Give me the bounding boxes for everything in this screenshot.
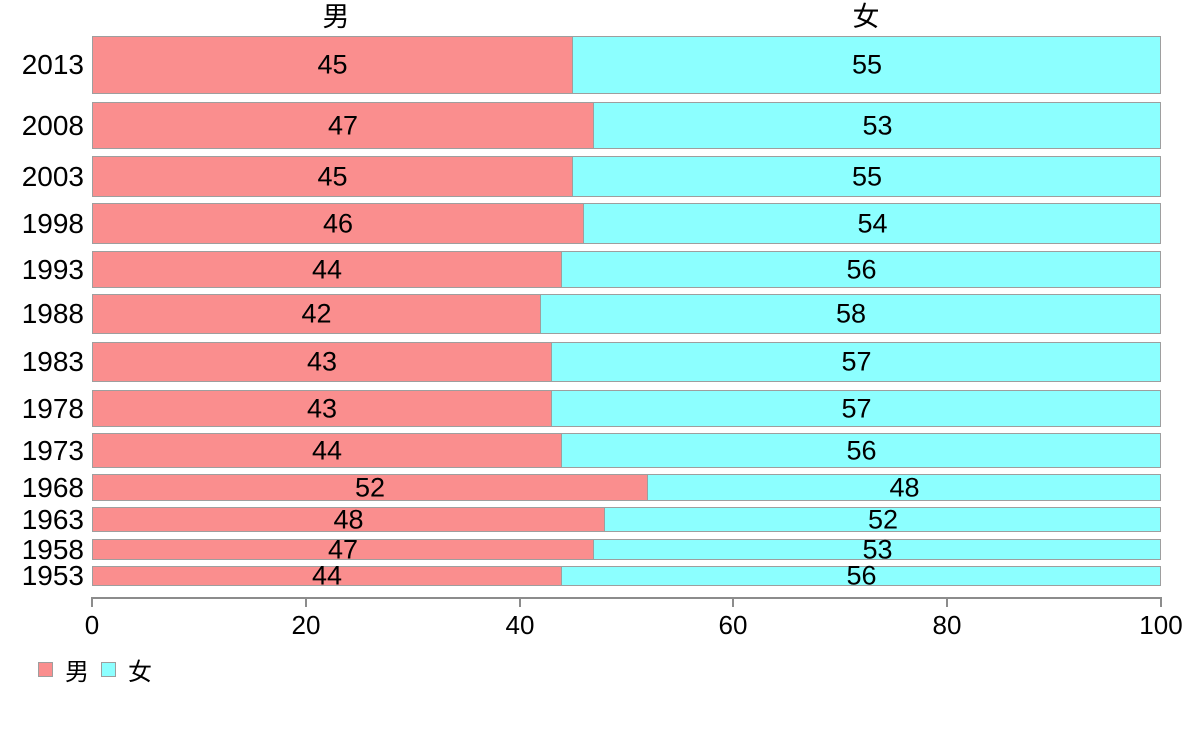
male-value-label: 48 [333, 504, 364, 534]
year-label: 1993 [21, 253, 84, 285]
female-bar-segment [551, 390, 1161, 427]
bar-row: 46 54 [92, 203, 1161, 244]
male-value-label: 47 [327, 110, 359, 140]
female-bar-segment [551, 342, 1161, 382]
male-bar-segment [92, 507, 605, 532]
bar-row: 43 57 [92, 342, 1161, 382]
year-label: 1953 [21, 560, 84, 591]
male-value-label: 52 [354, 472, 386, 502]
male-color-swatch [38, 662, 53, 677]
female-bar-segment [593, 102, 1161, 149]
female-value-label: 53 [862, 110, 893, 140]
bar-row: 45 55 [92, 156, 1161, 197]
year-label: 1973 [21, 434, 84, 466]
male-value-label: 46 [322, 208, 354, 238]
male-value-label: 44 [311, 254, 343, 284]
x-axis-tick [946, 597, 948, 607]
year-label: 1978 [21, 392, 84, 424]
male-value-label: 44 [311, 560, 343, 591]
female-color-swatch [101, 662, 116, 677]
year-label: 2003 [21, 160, 84, 192]
male-bar-segment [92, 474, 648, 501]
bar-row: 47 53 [92, 534, 1161, 564]
female-value-label: 56 [846, 560, 877, 591]
year-label: 1963 [21, 503, 84, 535]
female-value-label: 55 [851, 161, 883, 191]
column-header-female: 女 [852, 2, 880, 32]
male-value-label: 43 [306, 393, 338, 423]
female-value-label: 56 [846, 254, 877, 284]
female-value-label: 54 [857, 208, 888, 238]
female-bar-segment [540, 294, 1161, 334]
year-label: 1983 [21, 346, 84, 377]
female-value-label: 58 [835, 298, 867, 329]
female-value-label: 48 [889, 472, 920, 502]
legend-label-male: 男 [65, 659, 89, 686]
bar-row: 44 56 [92, 433, 1161, 468]
legend-label-female: 女 [128, 659, 152, 686]
male-value-label: 47 [327, 534, 359, 564]
x-axis-line [92, 597, 1161, 599]
year-label: 1968 [21, 471, 84, 503]
female-value-label: 52 [867, 504, 899, 534]
male-bar-segment [92, 203, 584, 244]
year-label: 2008 [21, 109, 84, 141]
female-bar-segment [561, 251, 1161, 288]
female-bar-segment [647, 474, 1161, 501]
female-bar-segment [583, 203, 1161, 244]
female-bar-segment [572, 36, 1161, 94]
male-bar-segment [92, 102, 594, 149]
male-value-label: 45 [317, 49, 348, 80]
female-value-label: 55 [851, 49, 883, 80]
female-bar-segment [604, 507, 1161, 532]
legend-item-female: 女 [101, 652, 152, 687]
male-bar-segment [92, 390, 552, 427]
male-value-label: 43 [306, 346, 338, 377]
female-bar-segment [561, 566, 1161, 586]
x-axis-tick-label: 20 [291, 610, 321, 640]
female-bar-segment [593, 539, 1161, 560]
year-label: 1988 [21, 298, 84, 329]
bar-row: 44 56 [92, 251, 1161, 288]
x-axis-tick [732, 597, 734, 607]
legend-item-male: 男 [38, 652, 89, 687]
bar-row: 47 53 [92, 102, 1161, 149]
bar-row: 43 57 [92, 390, 1161, 427]
year-label: 1958 [21, 533, 84, 565]
x-axis-tick-label: 80 [932, 610, 962, 640]
bar-row: 42 58 [92, 294, 1161, 334]
bar-row: 48 52 [92, 504, 1161, 534]
bar-row: 44 56 [92, 561, 1161, 591]
x-axis-tick-label: 60 [718, 610, 748, 640]
female-value-label: 56 [846, 435, 877, 465]
x-axis-tick-label: 100 [1139, 610, 1183, 640]
x-axis-tick [1160, 597, 1162, 607]
female-value-label: 57 [841, 346, 872, 377]
male-value-label: 44 [311, 435, 343, 465]
male-value-label: 42 [301, 298, 332, 329]
female-value-label: 57 [841, 393, 872, 423]
bar-row: 45 55 [92, 36, 1161, 94]
legend: 男 女 [38, 652, 152, 687]
x-axis-tick [519, 597, 521, 607]
x-axis-tick [305, 597, 307, 607]
column-header-male: 男 [322, 2, 350, 32]
male-bar-segment [92, 36, 573, 94]
year-label: 1998 [21, 207, 84, 239]
male-value-label: 45 [317, 161, 348, 191]
x-axis-tick [91, 597, 93, 607]
female-value-label: 53 [862, 534, 893, 564]
female-bar-segment [561, 433, 1161, 468]
x-axis-tick-label: 40 [505, 610, 535, 640]
bar-row: 52 48 [92, 472, 1161, 502]
x-axis-tick-label: 0 [84, 610, 100, 640]
male-bar-segment [92, 342, 552, 382]
male-bar-segment [92, 251, 562, 288]
year-label: 2013 [21, 49, 84, 80]
female-bar-segment [572, 156, 1161, 197]
male-bar-segment [92, 156, 573, 197]
